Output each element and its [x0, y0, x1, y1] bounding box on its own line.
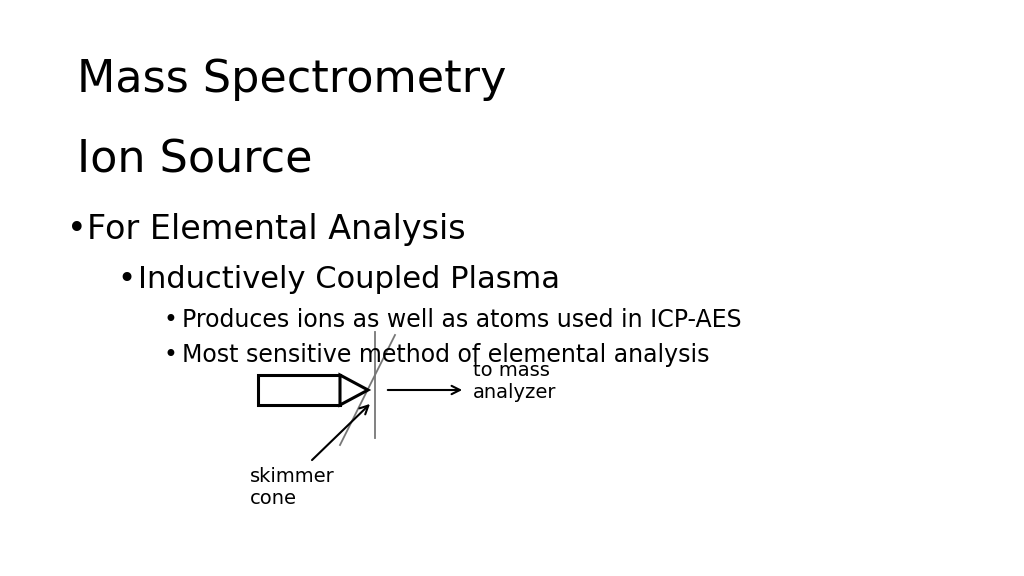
- Text: •: •: [118, 265, 136, 294]
- Text: •: •: [67, 213, 86, 246]
- Text: to mass
analyzer: to mass analyzer: [473, 362, 556, 403]
- Text: •: •: [164, 343, 178, 367]
- Text: Ion Source: Ion Source: [77, 138, 312, 181]
- Text: For Elemental Analysis: For Elemental Analysis: [87, 213, 466, 246]
- Text: skimmer
cone: skimmer cone: [250, 467, 335, 508]
- Text: Produces ions as well as atoms used in ICP-AES: Produces ions as well as atoms used in I…: [182, 308, 742, 332]
- Text: Inductively Coupled Plasma: Inductively Coupled Plasma: [138, 265, 560, 294]
- Bar: [258, 375, 340, 405]
- Polygon shape: [340, 375, 368, 405]
- Text: Most sensitive method of elemental analysis: Most sensitive method of elemental analy…: [182, 343, 710, 367]
- Text: Mass Spectrometry: Mass Spectrometry: [77, 58, 506, 101]
- Text: •: •: [164, 308, 178, 332]
